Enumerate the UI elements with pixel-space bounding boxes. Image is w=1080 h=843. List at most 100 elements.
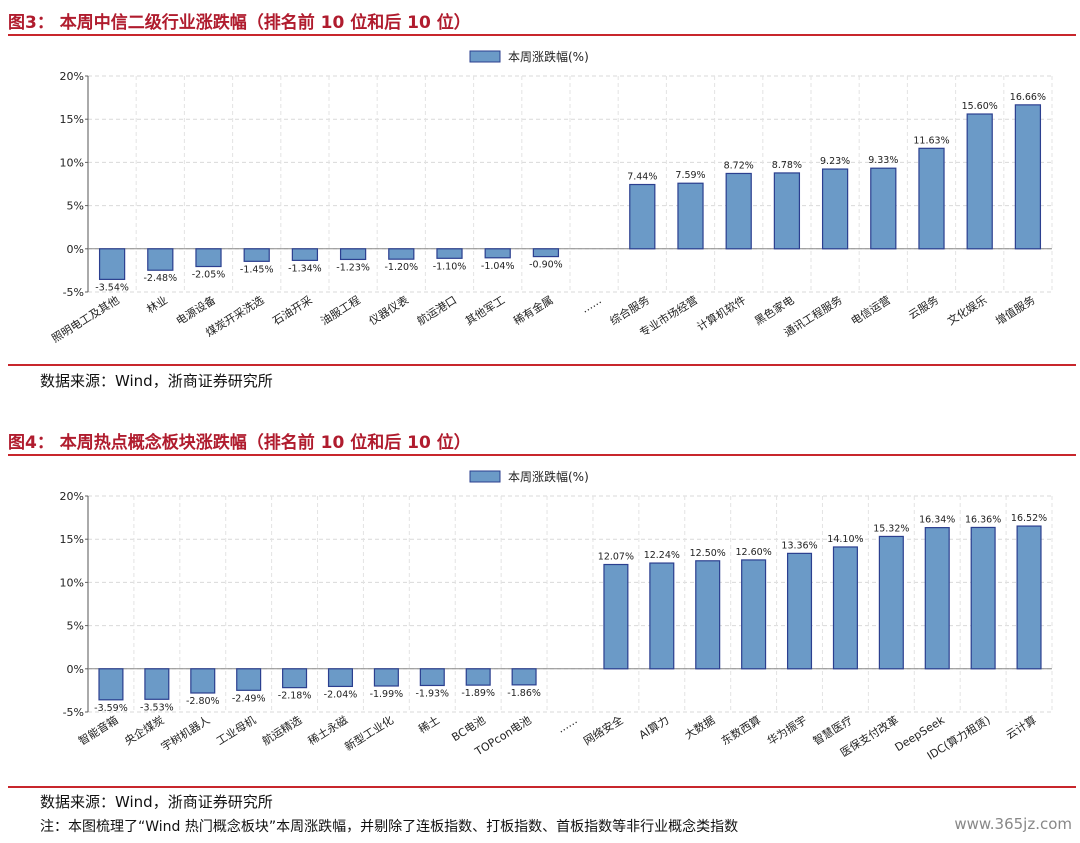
bar-value-label: 11.63% — [913, 135, 949, 146]
bar — [339, 248, 367, 261]
category-label: AI算力 — [636, 713, 671, 742]
bar — [190, 668, 216, 694]
bar — [532, 248, 560, 258]
bar-value-label: 12.50% — [690, 548, 726, 559]
category-label: 航运精选 — [259, 713, 304, 748]
figure-3-bar-chart: 20% 15% 10% 5% 0% -5% 本周涨跌幅(%) -3.54%照明电工及其他 -2.… — [50, 49, 1053, 346]
y-tick-label: 5% — [67, 620, 84, 633]
bar — [436, 248, 463, 259]
bar-value-label: -3.54% — [95, 282, 129, 293]
figure-4-top-rule — [8, 454, 1076, 456]
figure-4-bottom-rule — [8, 786, 1076, 788]
bar-value-label: -2.49% — [232, 693, 266, 704]
bar — [725, 172, 752, 250]
bar-value-label: -1.20% — [384, 262, 418, 273]
bar — [419, 668, 445, 687]
bar — [1016, 525, 1042, 670]
bar — [603, 563, 629, 670]
category-label: 宇树机器人 — [158, 713, 212, 754]
bar-value-label: 16.66% — [1010, 92, 1046, 103]
category-label: 其他军工 — [463, 294, 507, 328]
bar — [98, 248, 126, 280]
y-tick-label: 10% — [60, 156, 84, 169]
bar-value-label: -1.45% — [240, 264, 274, 275]
bar — [786, 552, 813, 670]
bar — [511, 668, 537, 686]
bar-value-label: 9.23% — [820, 156, 850, 167]
y-tick-label: 20% — [60, 490, 84, 503]
bar-value-label: -3.59% — [94, 703, 128, 714]
category-label: 大数据 — [682, 713, 717, 742]
category-label: 稀有金属 — [511, 293, 556, 328]
bar-value-label: 8.72% — [724, 160, 754, 171]
legend-label: 本周涨跌幅(%) — [508, 49, 589, 64]
y-tick-label: -5% — [63, 706, 84, 719]
bar-value-label: 12.07% — [598, 552, 634, 563]
bar-value-label: -1.93% — [415, 688, 449, 699]
bar-value-label: 12.24% — [644, 550, 680, 561]
figure-4-note: 注：本图梳理了“Wind 热门概念板块”本周涨跌幅，并剔除了连板指数、打板指数、… — [40, 819, 739, 835]
bar-value-label: -1.34% — [288, 263, 322, 274]
legend-label: 本周涨跌幅(%) — [508, 469, 589, 484]
category-label: 华为振宇 — [764, 713, 809, 748]
watermark: www.365jz.com — [954, 815, 1072, 833]
bar-value-label: -2.18% — [278, 691, 312, 702]
bar — [924, 527, 950, 670]
legend-swatch — [469, 470, 501, 483]
bar-value-label: 15.60% — [962, 101, 998, 112]
category-label: 航运港口 — [414, 293, 459, 328]
category-label: 网络安全 — [581, 713, 626, 748]
bar — [195, 248, 222, 268]
bar-value-label: 16.34% — [919, 515, 955, 526]
category-label: 照明电工及其他 — [50, 294, 122, 346]
y-tick-label: 0% — [67, 243, 84, 256]
bar — [741, 559, 767, 670]
bar-value-label: -2.05% — [192, 270, 226, 281]
category-label: 云计算 — [1003, 713, 1038, 742]
bar-value-label: -1.89% — [461, 688, 495, 699]
bar — [918, 147, 945, 250]
bar — [970, 526, 996, 670]
bar — [282, 668, 308, 689]
bar-value-label: 13.36% — [781, 540, 817, 551]
bar — [243, 248, 270, 262]
bar-value-label: -2.48% — [143, 273, 177, 284]
figure-3-title: 图3： 本周中信二级行业涨跌幅（排名前 10 位和后 10 位） — [8, 13, 471, 33]
bar-value-label: 8.78% — [772, 160, 802, 171]
legend-swatch — [469, 50, 501, 63]
bar — [821, 168, 849, 250]
category-label: 石油开采 — [270, 293, 315, 328]
category-label: 油服工程 — [318, 293, 363, 328]
bar — [649, 562, 675, 670]
bar-value-label: 16.52% — [1011, 513, 1047, 524]
bar — [629, 183, 656, 250]
bar — [878, 535, 904, 670]
figure-4-source: 数据来源：Wind，浙商证券研究所 — [40, 793, 273, 811]
bar — [373, 668, 399, 687]
category-label: ...... — [579, 294, 604, 316]
figure-3-top-rule — [8, 34, 1076, 36]
category-label: 计算机软件 — [694, 293, 748, 334]
category-label: 稀土 — [416, 714, 442, 737]
figure-4-title: 图4： 本周热点概念板块涨跌幅（排名前 10 位和后 10 位） — [8, 433, 471, 453]
bar — [98, 668, 124, 701]
category-label: 新型工业化 — [342, 713, 396, 754]
y-tick-label: 15% — [60, 113, 84, 126]
y-tick-label: 20% — [60, 70, 84, 83]
bar — [327, 668, 354, 688]
bar-value-label: -0.90% — [529, 260, 563, 271]
bar — [484, 248, 511, 259]
bar-value-label: -1.99% — [370, 689, 404, 700]
figure-3-bottom-rule — [8, 364, 1076, 366]
bar-value-label: 15.32% — [873, 523, 909, 534]
bar — [966, 113, 993, 250]
bar-value-label: -2.04% — [324, 689, 358, 700]
bar — [832, 546, 858, 670]
bar-value-label: -1.23% — [336, 262, 370, 273]
bar — [465, 668, 491, 686]
category-label: 仪器仪表 — [366, 293, 411, 328]
bar — [147, 248, 174, 271]
bar — [291, 248, 319, 261]
bar — [677, 182, 704, 250]
category-label: 云服务 — [906, 294, 941, 323]
